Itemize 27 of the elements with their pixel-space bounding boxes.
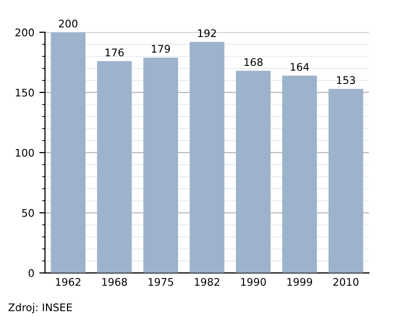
bar: [328, 88, 364, 273]
bar: [97, 61, 132, 273]
x-tick-label: 1990: [241, 278, 266, 286]
x-tick-label: 1975: [148, 278, 174, 286]
x-tick-label: 1962: [56, 278, 80, 286]
y-tick-label: 50: [22, 209, 34, 217]
bar: [190, 42, 224, 273]
data-label: 200: [58, 20, 78, 28]
data-label: 153: [337, 76, 355, 84]
bar: [282, 76, 317, 273]
y-tick-label: 200: [15, 28, 34, 36]
x-tick-label: 1982: [194, 278, 220, 286]
data-label: 192: [198, 29, 216, 38]
bar: [143, 58, 178, 273]
x-tick-label: 2010: [333, 278, 358, 286]
bar: [50, 32, 86, 273]
x-tick-label: 1968: [102, 278, 127, 286]
data-label: 179: [152, 44, 170, 53]
y-tick-label: 0: [28, 269, 34, 278]
y-tick-label: 100: [16, 148, 34, 157]
bar: [236, 70, 271, 273]
data-label: 176: [106, 48, 124, 56]
text: Zdroj: INSEE: [8, 303, 72, 314]
data-label: 164: [290, 62, 309, 71]
y-tick-label: 150: [16, 88, 34, 97]
data-label: 168: [244, 58, 263, 66]
x-tick-label: 1999: [287, 278, 312, 286]
